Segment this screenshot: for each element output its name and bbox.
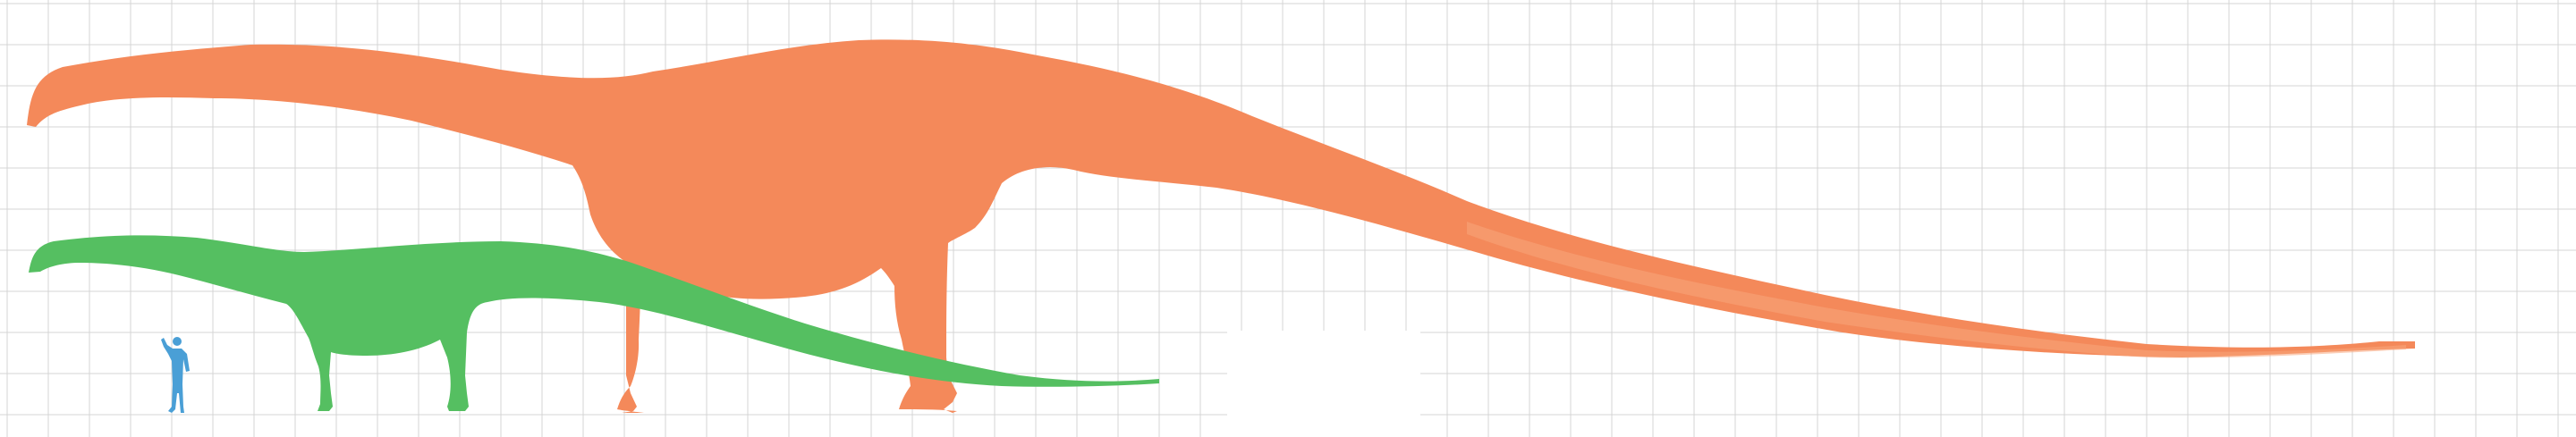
human-body: [161, 338, 190, 413]
human-silhouette: [161, 337, 190, 413]
orange-sauropod-silhouette: [27, 39, 2415, 414]
green-sauropod-silhouette: [29, 235, 1159, 411]
orange-sauropod-underside: [1467, 222, 2406, 358]
grid-gap: [1227, 331, 1420, 437]
green-sauropod-body: [29, 235, 1159, 411]
human-head: [173, 337, 182, 346]
